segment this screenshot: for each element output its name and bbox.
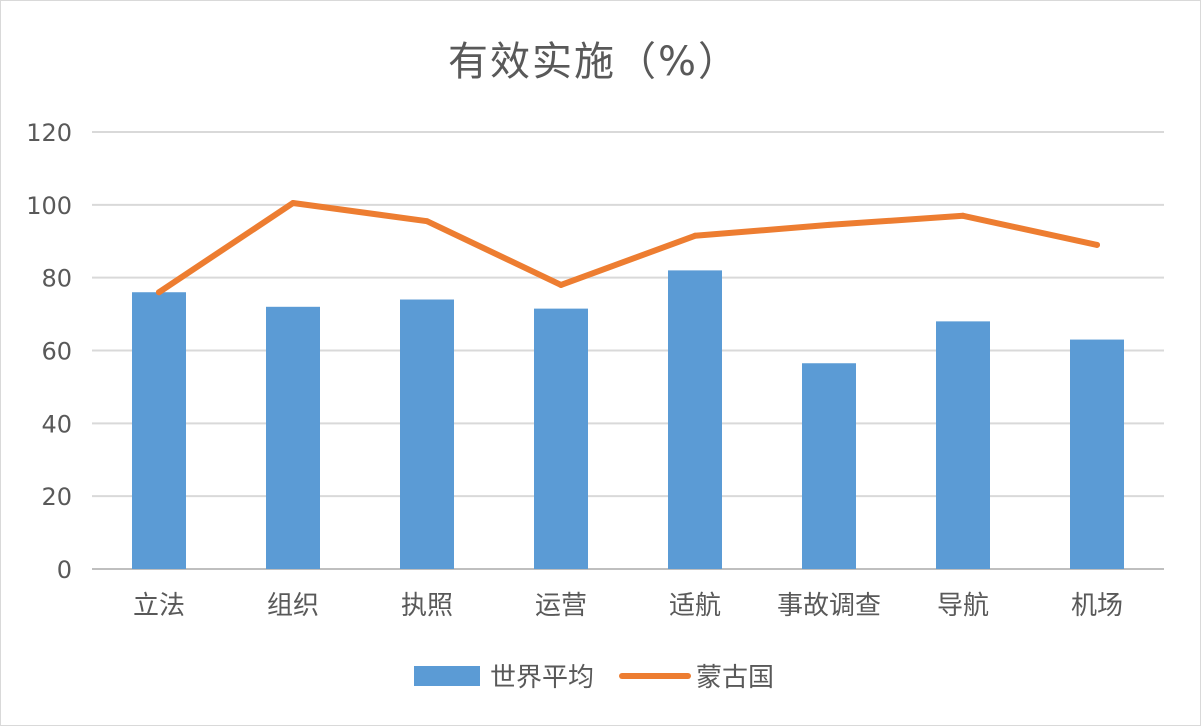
bar-6 bbox=[802, 363, 856, 569]
legend-label-mongolia: 蒙古国 bbox=[696, 663, 774, 693]
x-axis-categories: 立法 组织 执照 运营 适航 事故调查 导航 机场 bbox=[133, 591, 1123, 621]
x-category-label: 组织 bbox=[267, 591, 319, 621]
x-category-label: 立法 bbox=[133, 591, 185, 621]
y-tick-label: 60 bbox=[41, 338, 72, 366]
y-tick-label: 40 bbox=[41, 410, 72, 438]
line-point-3 bbox=[424, 218, 430, 225]
line-point-4 bbox=[558, 281, 564, 288]
line-point-6 bbox=[826, 221, 832, 228]
y-tick-label: 20 bbox=[41, 483, 72, 511]
line-series bbox=[156, 200, 1100, 296]
legend-swatch-bar bbox=[414, 666, 480, 686]
line-point-5 bbox=[692, 232, 698, 239]
chart-title: 有效实施（%） bbox=[448, 39, 740, 85]
bar-4 bbox=[534, 308, 588, 569]
y-tick-label: 120 bbox=[26, 119, 72, 147]
series-line-mongolia bbox=[156, 200, 1100, 296]
y-tick-label: 80 bbox=[41, 265, 72, 293]
bar-8 bbox=[1070, 339, 1124, 569]
x-category-label: 机场 bbox=[1071, 591, 1123, 621]
bar-5 bbox=[668, 270, 722, 569]
legend: 世界平均 蒙古国 bbox=[414, 663, 774, 693]
bar-2 bbox=[266, 306, 320, 569]
bar-1 bbox=[132, 292, 186, 569]
line-point-2 bbox=[290, 200, 296, 207]
x-category-label: 事故调查 bbox=[777, 591, 881, 621]
y-axis-ticks: 0 20 40 60 80 100 120 bbox=[26, 119, 72, 584]
line-point-8 bbox=[1094, 241, 1100, 248]
line-point-1 bbox=[156, 289, 162, 296]
gridlines bbox=[92, 131, 1164, 570]
y-tick-label: 0 bbox=[57, 556, 72, 584]
bar-3 bbox=[400, 299, 454, 569]
y-tick-label: 100 bbox=[26, 192, 72, 220]
legend-label-world-average: 世界平均 bbox=[490, 663, 594, 693]
x-category-label: 运营 bbox=[535, 591, 587, 621]
line-point-7 bbox=[960, 212, 966, 219]
x-category-label: 导航 bbox=[937, 591, 989, 621]
x-category-label: 执照 bbox=[401, 591, 453, 621]
bar-7 bbox=[936, 321, 990, 569]
bar-series bbox=[132, 270, 1124, 569]
x-category-label: 适航 bbox=[669, 591, 721, 621]
